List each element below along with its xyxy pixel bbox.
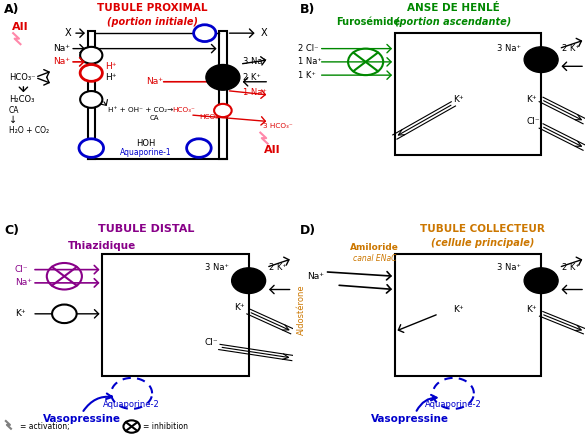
Text: K⁺: K⁺ bbox=[453, 95, 464, 104]
Text: HCO₃⁻: HCO₃⁻ bbox=[199, 114, 222, 120]
Text: 3 Na⁺: 3 Na⁺ bbox=[497, 263, 521, 272]
Circle shape bbox=[187, 139, 211, 157]
Text: TUBULE COLLECTEUR: TUBULE COLLECTEUR bbox=[420, 224, 545, 234]
Text: D): D) bbox=[300, 224, 316, 237]
Text: Cl⁻: Cl⁻ bbox=[205, 338, 218, 347]
Text: 2 K⁺: 2 K⁺ bbox=[562, 263, 580, 272]
Circle shape bbox=[194, 25, 216, 42]
Text: Na⁺: Na⁺ bbox=[53, 44, 70, 53]
Text: A): A) bbox=[5, 3, 20, 16]
Text: CA: CA bbox=[9, 106, 19, 115]
Text: 3 Na⁺: 3 Na⁺ bbox=[205, 263, 229, 272]
Text: (cellule principale): (cellule principale) bbox=[431, 237, 534, 248]
Bar bbox=[395, 254, 541, 376]
Text: H₂O + CO₂: H₂O + CO₂ bbox=[9, 126, 49, 135]
Text: K⁺: K⁺ bbox=[15, 309, 25, 318]
Text: = inhibition: = inhibition bbox=[143, 422, 188, 431]
Text: K⁺: K⁺ bbox=[526, 305, 537, 314]
Text: Aquaporine-1: Aquaporine-1 bbox=[121, 148, 172, 157]
Text: X: X bbox=[260, 28, 267, 38]
Circle shape bbox=[80, 91, 102, 108]
Text: Na⁺: Na⁺ bbox=[146, 77, 163, 86]
Text: Vasopressine: Vasopressine bbox=[43, 414, 121, 424]
Text: TUBULE PROXIMAL: TUBULE PROXIMAL bbox=[97, 3, 207, 13]
Text: Amiloride: Amiloride bbox=[350, 243, 399, 252]
Text: Furosémide: Furosémide bbox=[336, 17, 401, 27]
Text: K⁺: K⁺ bbox=[234, 303, 245, 312]
Text: HCO₃⁻: HCO₃⁻ bbox=[173, 107, 195, 114]
Text: Na⁺: Na⁺ bbox=[307, 272, 324, 281]
Circle shape bbox=[52, 305, 77, 323]
Text: 3 Na⁺: 3 Na⁺ bbox=[243, 57, 267, 66]
Text: X: X bbox=[64, 28, 71, 38]
Text: 1 Na⁺: 1 Na⁺ bbox=[243, 88, 267, 97]
Text: (portion initiale): (portion initiale) bbox=[106, 16, 198, 27]
Circle shape bbox=[80, 47, 102, 64]
Text: Cl⁻: Cl⁻ bbox=[15, 265, 28, 274]
Circle shape bbox=[79, 139, 104, 157]
Text: Vasopressine: Vasopressine bbox=[370, 414, 449, 424]
Text: HCO₃⁻: HCO₃⁻ bbox=[9, 73, 35, 82]
Text: C): C) bbox=[5, 224, 19, 237]
Bar bbox=[102, 254, 249, 376]
Text: K⁺: K⁺ bbox=[526, 95, 537, 104]
Text: 3 HCO₃⁻: 3 HCO₃⁻ bbox=[263, 123, 293, 129]
Text: K⁺: K⁺ bbox=[453, 305, 464, 314]
Circle shape bbox=[232, 268, 266, 293]
Circle shape bbox=[524, 47, 558, 72]
Text: 2 Cl⁻: 2 Cl⁻ bbox=[298, 44, 319, 53]
Text: Aldostérone: Aldostérone bbox=[297, 284, 306, 335]
Text: H₂CO₃: H₂CO₃ bbox=[9, 95, 34, 104]
Text: H⁺: H⁺ bbox=[105, 73, 117, 82]
Text: ↓: ↓ bbox=[9, 115, 17, 126]
Text: Na⁺: Na⁺ bbox=[15, 278, 32, 287]
Circle shape bbox=[206, 65, 240, 90]
Text: AII: AII bbox=[12, 22, 28, 31]
Bar bbox=[395, 33, 541, 155]
Text: 1 K⁺: 1 K⁺ bbox=[298, 71, 316, 80]
Bar bbox=[219, 31, 227, 159]
Bar bbox=[88, 31, 95, 159]
Circle shape bbox=[80, 65, 102, 81]
Text: AII: AII bbox=[264, 145, 280, 155]
Text: 1 Na⁺: 1 Na⁺ bbox=[298, 57, 322, 66]
Text: 2 K⁺: 2 K⁺ bbox=[562, 44, 580, 53]
Text: Cl⁻: Cl⁻ bbox=[526, 117, 540, 126]
Text: Thiazidique: Thiazidique bbox=[68, 241, 136, 251]
Text: HOH: HOH bbox=[136, 139, 156, 148]
Text: (portion ascendante): (portion ascendante) bbox=[395, 16, 511, 27]
Text: 2 K⁺: 2 K⁺ bbox=[243, 73, 261, 82]
Text: Aquaporine-2: Aquaporine-2 bbox=[103, 400, 160, 409]
Text: Na⁺: Na⁺ bbox=[53, 57, 70, 66]
Circle shape bbox=[214, 104, 232, 117]
Text: canal ENaC: canal ENaC bbox=[353, 254, 396, 263]
Text: H⁺: H⁺ bbox=[105, 62, 117, 71]
Text: 2 K⁺: 2 K⁺ bbox=[269, 263, 287, 272]
Text: Aquaporine-2: Aquaporine-2 bbox=[425, 400, 482, 409]
Text: CA: CA bbox=[149, 115, 159, 121]
Text: = activation;: = activation; bbox=[20, 422, 70, 431]
Text: 3 Na⁺: 3 Na⁺ bbox=[497, 44, 521, 53]
Text: B): B) bbox=[300, 3, 315, 16]
Text: H⁺ + OH⁻ + CO₂→: H⁺ + OH⁻ + CO₂→ bbox=[108, 107, 174, 114]
Circle shape bbox=[524, 268, 558, 293]
Text: TUBULE DISTAL: TUBULE DISTAL bbox=[98, 224, 194, 234]
Text: ANSE DE HENLÉ: ANSE DE HENLÉ bbox=[407, 3, 500, 13]
